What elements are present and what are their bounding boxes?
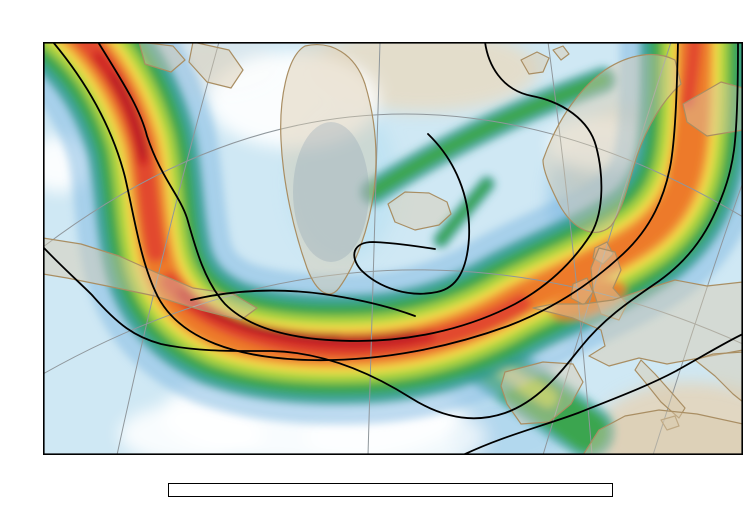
ireland-landmass [570, 277, 594, 306]
coastlines [43, 42, 743, 455]
contour-1200 [97, 42, 603, 342]
contour-1260 [462, 333, 743, 455]
greenland-landmass [280, 44, 377, 295]
map-area [35, 40, 747, 469]
contour-1220-inner [190, 289, 416, 317]
italy-landmass [634, 359, 686, 419]
scandinavia-landmass [542, 53, 682, 233]
iceland-landmass [387, 191, 452, 231]
height-contours [43, 42, 743, 455]
map-frame [43, 42, 744, 455]
graticule [43, 42, 743, 455]
africa-landmass [582, 409, 743, 455]
wind-speed-shading [43, 42, 743, 455]
contour-1200-loop [353, 133, 471, 295]
map-canvas [43, 42, 744, 455]
contour-1240 [43, 42, 739, 420]
iberia-landmass [500, 361, 584, 425]
colorbar [168, 483, 613, 497]
europe-landmass [532, 279, 743, 367]
greenland-ice-tint [293, 122, 369, 262]
contour-1220 [52, 42, 679, 362]
